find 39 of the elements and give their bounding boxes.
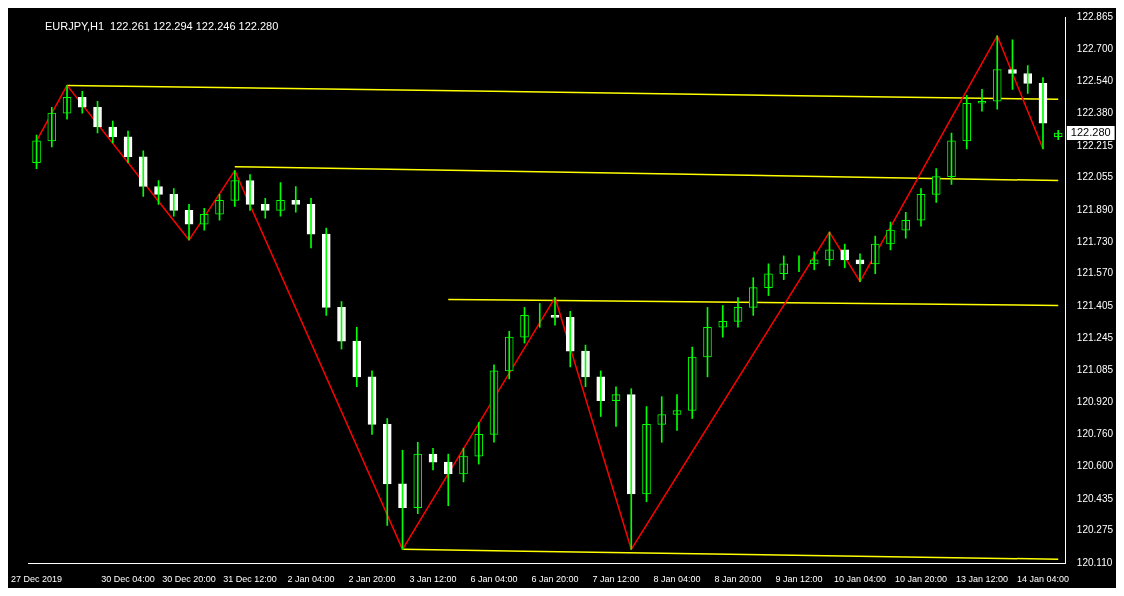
x-tick-label: 27 Dec 2019: [11, 574, 63, 585]
y-tick-label: 121.405: [1076, 300, 1114, 312]
y-tick-label: 120.600: [1076, 459, 1114, 471]
candlestick: [977, 89, 987, 112]
y-tick-label: 122.215: [1076, 139, 1114, 151]
x-tick-label: 30 Dec 04:00: [101, 574, 155, 585]
y-tick-label: 120.110: [1076, 556, 1113, 568]
y-tick-label: 122.865: [1076, 10, 1114, 22]
x-tick-label: 8 Jan 20:00: [714, 574, 762, 585]
y-tick-label: 121.245: [1076, 331, 1114, 343]
text: 122.280: [1070, 126, 1111, 139]
chart-title: EURJPY,H1 122.261 122.294 122.246 122.280: [44, 19, 279, 32]
x-tick-label: 6 Jan 20:00: [531, 574, 579, 585]
x-tick-label: 7 Jan 12:00: [592, 574, 640, 585]
x-tick-label: 2 Jan 20:00: [348, 574, 396, 585]
x-tick-label: 31 Dec 12:00: [223, 574, 277, 585]
x-tick-label: 10 Jan 20:00: [894, 574, 948, 585]
x-tick-label: 6 Jan 04:00: [470, 574, 518, 585]
y-tick-label: 121.085: [1076, 363, 1114, 375]
y-tick-label: 122.700: [1076, 43, 1114, 55]
x-tick-label: 9 Jan 12:00: [775, 574, 823, 585]
y-tick-label: 120.920: [1076, 396, 1114, 408]
x-tick-label: 3 Jan 12:00: [409, 574, 457, 585]
y-tick-label: 120.760: [1076, 428, 1114, 440]
x-tick-label: 8 Jan 04:00: [653, 574, 701, 585]
candlestick: [550, 297, 560, 326]
y-tick-label: 122.055: [1076, 171, 1114, 183]
y-tick-label: 121.890: [1076, 204, 1114, 216]
x-tick-label: 13 Jan 12:00: [955, 574, 1009, 585]
x-tick-label: 2 Jan 04:00: [287, 574, 335, 585]
y-tick-label: 121.570: [1076, 267, 1114, 279]
y-tick-label: 120.435: [1076, 492, 1114, 504]
y-tick-label: 121.730: [1076, 235, 1114, 247]
x-tick-label: 10 Jan 04:00: [833, 574, 887, 585]
y-tick-label: 122.380: [1076, 106, 1114, 118]
y-tick-label: 120.275: [1076, 524, 1114, 536]
y-tick-label: 122.540: [1076, 75, 1114, 87]
x-tick-label: 14 Jan 04:00: [1016, 574, 1069, 585]
x-tick-label: 30 Dec 20:00: [162, 574, 216, 585]
